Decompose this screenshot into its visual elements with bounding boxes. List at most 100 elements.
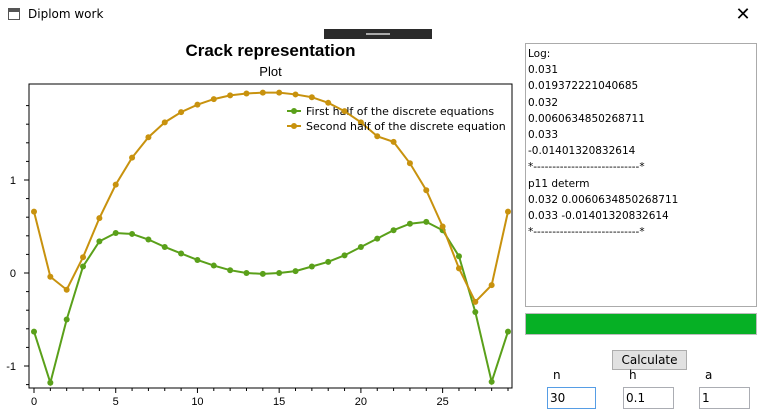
close-icon[interactable]: ✕ (735, 4, 751, 24)
data-point (47, 273, 54, 280)
log-line: -0.01401320832614 (528, 145, 636, 158)
data-point (455, 265, 462, 272)
data-point (243, 270, 250, 276)
data-point (63, 316, 70, 323)
x-tick-label: 20 (355, 396, 367, 408)
data-point (292, 91, 299, 98)
data-point (374, 235, 381, 242)
data-point (423, 218, 430, 225)
a-label: a (705, 368, 713, 382)
data-point (210, 96, 217, 103)
splitter-grip[interactable] (324, 29, 432, 39)
window-title: Diplom work (28, 7, 104, 21)
log-line: *----------------------------* (528, 226, 645, 239)
y-tick-label: 1 (10, 175, 16, 187)
chart-title: Crack representation (185, 41, 356, 60)
log-line: 0.031 (528, 64, 559, 77)
data-point (178, 109, 185, 116)
data-point (341, 252, 348, 259)
log-line: *----------------------------* (528, 161, 645, 174)
data-point (194, 101, 201, 108)
data-point (472, 309, 479, 316)
data-point (80, 254, 87, 261)
app-window-icon (8, 8, 20, 20)
data-point (357, 119, 364, 126)
data-point (325, 258, 332, 265)
data-point (129, 154, 136, 161)
title-bar: Diplom work ✕ (0, 0, 761, 30)
legend-entry: Second half of the discrete equation (306, 120, 506, 133)
data-point (31, 208, 37, 215)
data-point (47, 379, 54, 386)
data-point (210, 262, 217, 269)
data-point (325, 99, 332, 106)
data-point (161, 119, 168, 126)
data-point (145, 134, 152, 141)
data-point (390, 227, 397, 234)
log-line: 0.032 0.0060634850268711 (528, 193, 679, 206)
data-point (505, 328, 511, 335)
n-input[interactable]: 30 (547, 387, 596, 409)
data-point (161, 243, 168, 250)
data-point (80, 263, 87, 270)
data-point (423, 187, 430, 194)
chart-plot: 0 5 10 15 20 25 -1 0 1 First half of the discrete… (6, 83, 513, 408)
log-line: 0.033 (528, 129, 559, 142)
data-point (178, 250, 185, 257)
data-point (341, 108, 348, 115)
series-line (33, 220, 509, 387)
h-label: h (629, 368, 637, 382)
data-point (227, 92, 234, 99)
data-point (406, 220, 413, 227)
n-label: n (553, 368, 561, 382)
h-input[interactable]: 0.1 (623, 387, 674, 409)
data-point (194, 256, 201, 263)
data-point (112, 230, 119, 237)
data-point (292, 268, 299, 275)
progress-fill (526, 314, 756, 334)
data-point (308, 94, 315, 101)
data-point (259, 270, 266, 277)
log-textbox[interactable]: Log: 0.031 0.019372221040685 0.032 0.0060634… (525, 43, 757, 307)
data-point (406, 160, 413, 167)
data-point (259, 89, 266, 96)
progress-bar (525, 313, 757, 335)
legend-swatch-marker (291, 108, 297, 114)
x-tick-label: 15 (273, 396, 285, 408)
chart-subtitle: Plot (259, 64, 282, 79)
log-line: 0.032 (528, 96, 559, 109)
calculate-button[interactable]: Calculate (612, 350, 687, 370)
data-point (276, 89, 283, 96)
data-point (357, 243, 364, 250)
data-point (31, 328, 37, 335)
x-tick-label: 5 (113, 396, 119, 408)
data-point (488, 282, 495, 289)
log-line: p11 determ (528, 177, 590, 190)
y-tick-label: 0 (10, 268, 16, 280)
data-point (374, 133, 381, 140)
x-tick-label: 25 (436, 396, 448, 408)
legend-entry: First half of the discrete equations (306, 105, 494, 118)
a-input[interactable]: 1 (699, 387, 750, 409)
data-point (276, 270, 283, 276)
data-point (145, 236, 152, 243)
x-tick-label: 0 (31, 396, 37, 408)
y-tick-label: -1 (6, 361, 16, 373)
log-line: 0.0060634850268711 (528, 112, 645, 125)
data-point (505, 208, 511, 215)
data-point (390, 138, 397, 145)
x-tick-label: 10 (191, 396, 203, 408)
series-line (33, 91, 509, 304)
data-point (243, 90, 250, 97)
data-point (308, 263, 315, 270)
data-point (63, 286, 70, 293)
data-point (488, 378, 495, 385)
log-line: Log: (528, 48, 551, 60)
data-point (455, 253, 462, 260)
data-point (112, 181, 119, 188)
data-point (129, 230, 136, 237)
data-point (96, 215, 103, 222)
data-point (439, 223, 446, 230)
log-line: 0.019372221040685 (528, 80, 639, 93)
data-point (227, 267, 234, 274)
